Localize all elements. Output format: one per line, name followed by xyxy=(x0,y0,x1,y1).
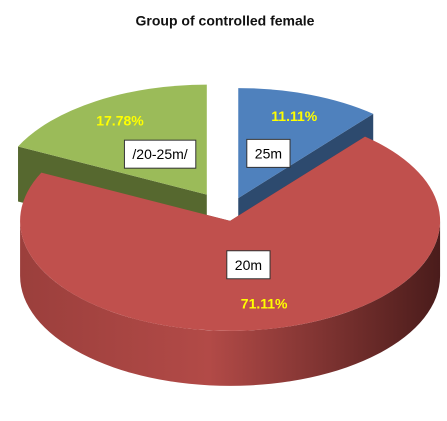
label-box xyxy=(123,139,197,169)
category-label-box: /20-25m/ xyxy=(123,139,197,169)
value-label: 11.11% xyxy=(271,108,317,124)
value-label: 17.78% xyxy=(96,113,144,129)
category-label-box: 25m xyxy=(246,138,291,168)
slice xyxy=(20,136,441,331)
category-label-box: 20m xyxy=(226,250,271,280)
label-box xyxy=(246,138,291,168)
slice-side xyxy=(20,220,441,386)
value-label: 71.11% xyxy=(241,295,288,311)
slice xyxy=(238,88,374,199)
category-label: 25m xyxy=(255,145,282,161)
label-box xyxy=(226,250,271,280)
category-label: 20m xyxy=(235,257,262,273)
chart-title: Group of controlled female xyxy=(136,13,315,29)
category-label: /20-25m/ xyxy=(132,146,187,162)
